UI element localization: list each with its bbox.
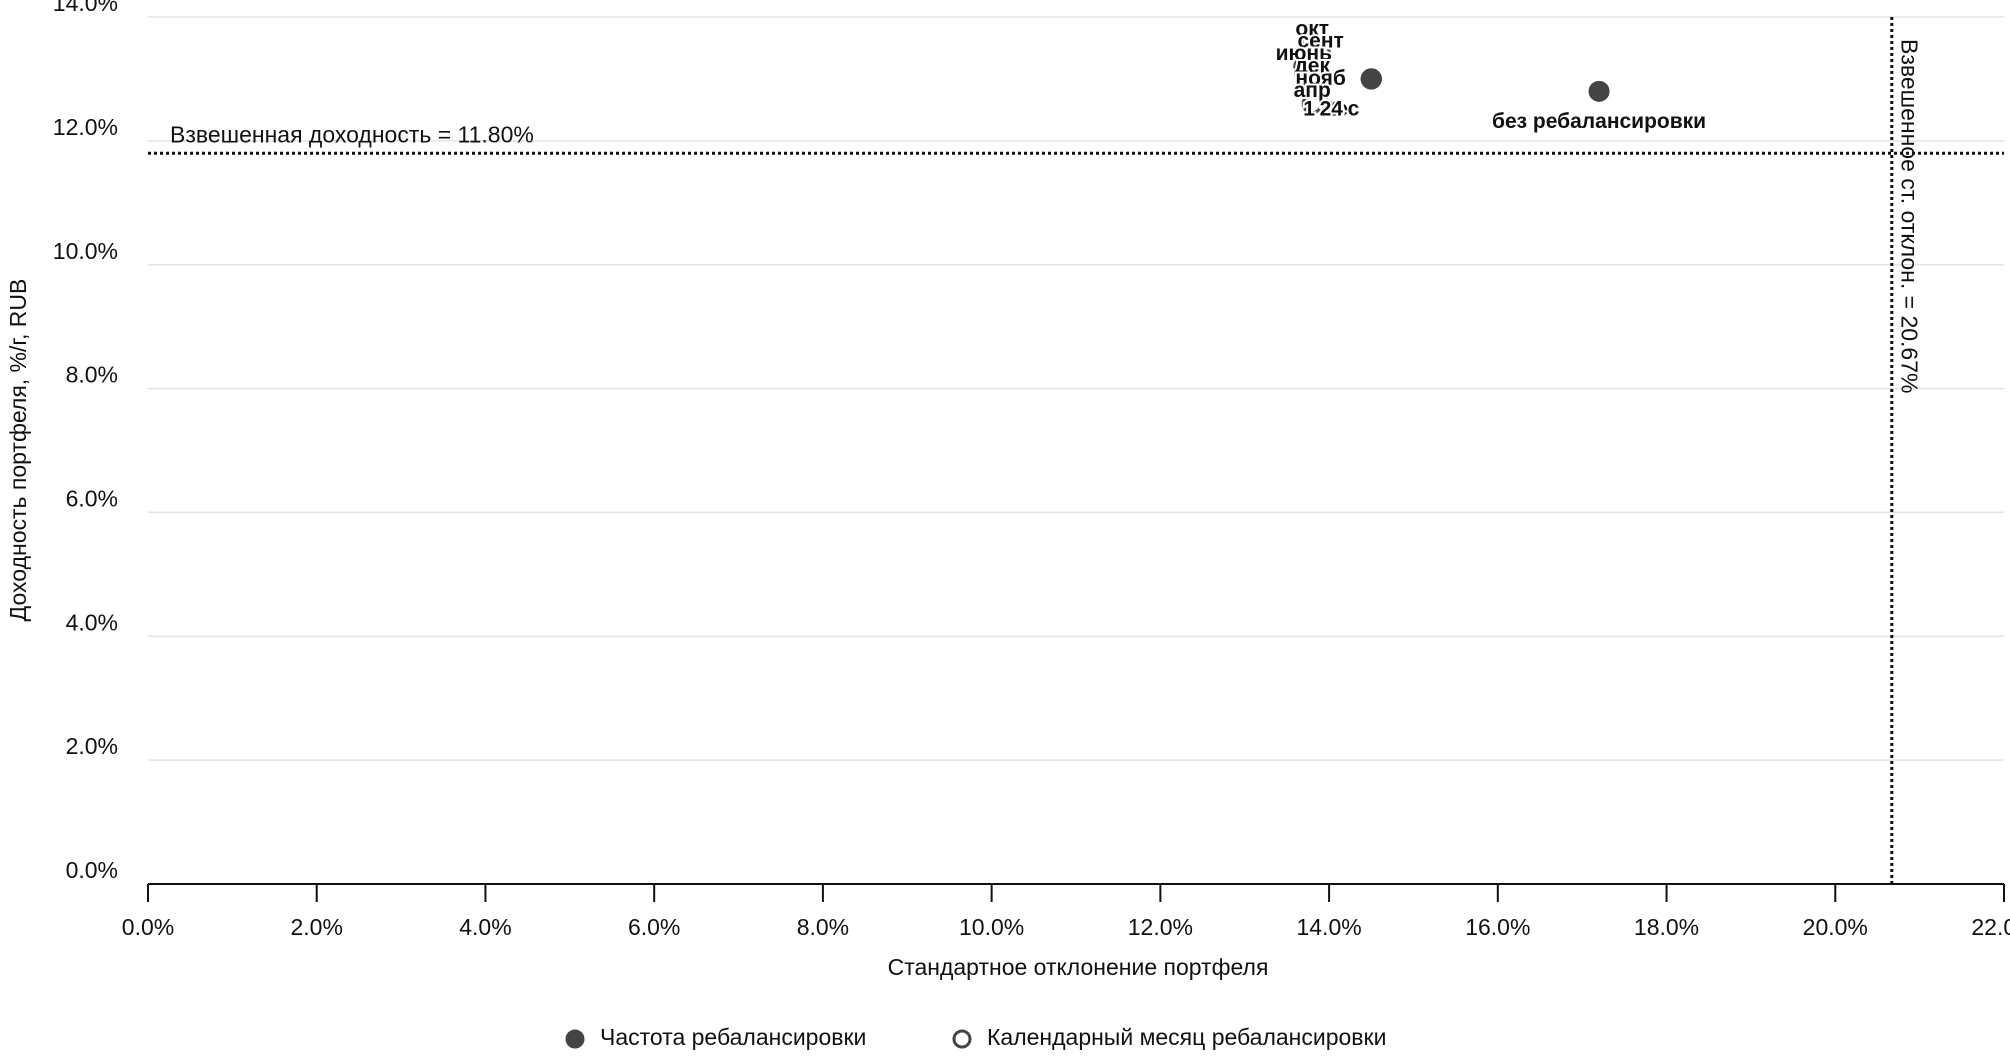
reference-label: Взвешенная доходность = 11.80% xyxy=(170,121,534,147)
x-tick-label: 12.0% xyxy=(1128,914,1193,940)
point xyxy=(1310,43,1332,65)
point-label: без ребалансировки xyxy=(1492,110,1706,133)
y-tick-label: 6.0% xyxy=(66,486,118,512)
point-label: 24 xyxy=(1320,97,1344,120)
y-tick-label: 12.0% xyxy=(53,114,118,140)
y-tick-label: 10.0% xyxy=(53,238,118,264)
legend-marker xyxy=(952,1029,972,1049)
y-tick-label: 4.0% xyxy=(66,609,118,635)
x-tick-label: 2.0% xyxy=(291,914,343,940)
point xyxy=(1301,93,1323,115)
x-tick-label: 10.0% xyxy=(959,914,1024,940)
x-tick-label: 4.0% xyxy=(459,914,511,940)
legend-label: Календарный месяц ребалансировки xyxy=(987,1024,1386,1050)
point-label: июнь xyxy=(1276,42,1333,65)
x-tick-label: 22.0% xyxy=(1971,914,2010,940)
point-label: окт xyxy=(1295,17,1329,40)
point-label: сент xyxy=(1297,30,1343,53)
reference-label: Взвешенное ст. отклон. = 20.67% xyxy=(1897,39,1923,393)
point xyxy=(1588,80,1610,102)
point-label: 6 xyxy=(1325,97,1337,120)
x-tick-label: 8.0% xyxy=(797,914,849,940)
point-label: дек xyxy=(1294,54,1330,77)
y-tick-label: 2.0% xyxy=(66,733,118,759)
y-axis-title: Доходность портфеля, %/г, RUB xyxy=(5,279,31,622)
point-label: нояб xyxy=(1295,67,1345,90)
point xyxy=(1360,68,1382,90)
point-label: 12 xyxy=(1320,97,1343,120)
y-tick-label: 14.0% xyxy=(53,0,118,16)
legend-label: Частота ребалансировки xyxy=(600,1024,866,1050)
y-tick-label: 0.0% xyxy=(66,857,118,883)
x-tick-label: 14.0% xyxy=(1296,914,1361,940)
x-axis-title: Стандартное отклонение портфеля xyxy=(888,954,1269,980)
x-tick-label: 18.0% xyxy=(1634,914,1699,940)
x-tick-label: 0.0% xyxy=(122,914,174,940)
point-label: 1 мес xyxy=(1303,97,1359,120)
legend-marker xyxy=(565,1029,585,1049)
x-tick-label: 16.0% xyxy=(1465,914,1530,940)
x-tick-label: 6.0% xyxy=(628,914,680,940)
y-tick-label: 8.0% xyxy=(66,362,118,388)
point-label: апр xyxy=(1294,79,1331,102)
x-tick-label: 20.0% xyxy=(1803,914,1868,940)
point-label: 3 xyxy=(1325,97,1337,120)
